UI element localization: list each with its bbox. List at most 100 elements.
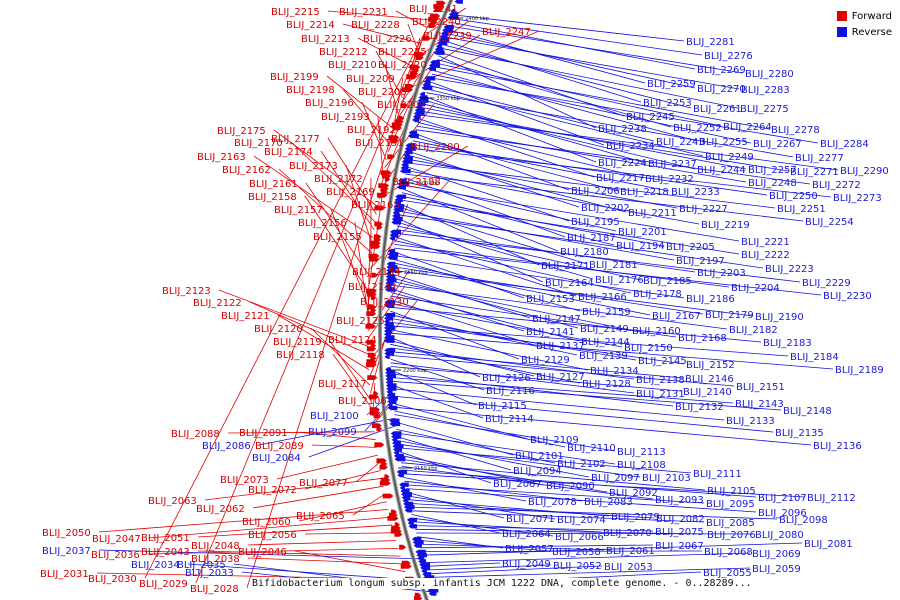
reverse-gene-label[interactable]: BLIJ_2074 bbox=[557, 515, 606, 526]
forward-gene-arrow[interactable] bbox=[369, 256, 380, 262]
reverse-gene-arrow[interactable] bbox=[396, 469, 408, 475]
reverse-gene-label[interactable]: BLIJ_2110 bbox=[567, 443, 616, 454]
reverse-gene-arrow[interactable] bbox=[421, 85, 433, 91]
reverse-gene-arrow[interactable] bbox=[385, 287, 396, 292]
forward-gene-label[interactable]: BLIJ_2154 bbox=[352, 267, 401, 278]
reverse-gene-arrow[interactable] bbox=[386, 386, 397, 391]
forward-gene-arrow[interactable] bbox=[371, 272, 378, 278]
reverse-gene-label[interactable]: BLIJ_2082 bbox=[656, 514, 705, 525]
forward-gene-label[interactable]: BLIJ_2214 bbox=[286, 20, 335, 31]
reverse-gene-label[interactable]: BLIJ_2179 bbox=[705, 310, 754, 321]
forward-gene-arrow[interactable] bbox=[422, 36, 432, 41]
reverse-gene-label[interactable]: BLIJ_2086 bbox=[202, 441, 251, 452]
reverse-gene-label[interactable]: BLIJ_2087 bbox=[493, 479, 542, 490]
forward-gene-arrow[interactable] bbox=[374, 221, 384, 227]
forward-gene-label[interactable]: BLIJ_2118 bbox=[276, 350, 325, 361]
forward-gene-label[interactable]: BLIJ_2028 bbox=[190, 584, 239, 595]
reverse-gene-label[interactable]: BLIJ_2100 bbox=[310, 411, 359, 422]
reverse-gene-label[interactable]: BLIJ_2127 bbox=[536, 372, 585, 383]
forward-gene-label[interactable]: BLIJ_2036 bbox=[91, 550, 140, 561]
reverse-gene-label[interactable]: BLIJ_2168 bbox=[678, 333, 727, 344]
reverse-gene-label[interactable]: BLIJ_2275 bbox=[740, 104, 789, 115]
reverse-gene-label[interactable]: BLIJ_2061 bbox=[606, 546, 655, 557]
reverse-gene-label[interactable]: BLIJ_2151 bbox=[736, 382, 785, 393]
forward-gene-label[interactable]: BLIJ_2209 bbox=[346, 74, 395, 85]
forward-gene-label[interactable]: BLIJ_2215 bbox=[271, 7, 320, 18]
reverse-gene-label[interactable]: BLIJ_2257 bbox=[748, 165, 797, 176]
reverse-gene-label[interactable]: BLIJ_2098 bbox=[779, 515, 828, 526]
reverse-gene-arrow[interactable] bbox=[420, 565, 431, 571]
reverse-gene-arrow[interactable] bbox=[413, 543, 422, 548]
reverse-gene-label[interactable]: BLIJ_2166 bbox=[578, 292, 627, 303]
reverse-gene-arrow[interactable] bbox=[447, 15, 459, 20]
reverse-gene-label[interactable]: BLIJ_2111 bbox=[693, 469, 742, 480]
reverse-gene-arrow[interactable] bbox=[386, 268, 396, 273]
reverse-gene-label[interactable]: BLIJ_2273 bbox=[833, 193, 882, 204]
reverse-gene-label[interactable]: BLIJ_2233 bbox=[671, 187, 720, 198]
forward-gene-label[interactable]: BLIJ_2240 bbox=[412, 17, 461, 28]
reverse-gene-label[interactable]: BLIJ_2223 bbox=[765, 264, 814, 275]
forward-gene-arrow[interactable] bbox=[400, 103, 409, 108]
forward-gene-arrow[interactable] bbox=[376, 224, 383, 230]
reverse-gene-label[interactable]: BLIJ_2059 bbox=[752, 564, 801, 575]
reverse-gene-label[interactable]: BLIJ_2245 bbox=[626, 112, 675, 123]
reverse-gene-label[interactable]: BLIJ_2037 bbox=[42, 546, 91, 557]
reverse-gene-arrow[interactable] bbox=[387, 399, 397, 404]
forward-gene-arrow[interactable] bbox=[373, 413, 381, 419]
reverse-gene-label[interactable]: BLIJ_2189 bbox=[835, 365, 884, 376]
reverse-gene-label[interactable]: BLIJ_2105 bbox=[707, 486, 756, 497]
forward-gene-label[interactable]: BLIJ_2241 bbox=[409, 4, 458, 15]
reverse-gene-label[interactable]: BLIJ_2083 bbox=[584, 497, 633, 508]
reverse-gene-label[interactable]: BLIJ_2078 bbox=[528, 497, 577, 508]
forward-gene-label[interactable]: BLIJ_2193 bbox=[321, 112, 370, 123]
reverse-gene-label[interactable]: BLIJ_2221 bbox=[741, 237, 790, 248]
forward-gene-label[interactable]: BLIJ_2172 bbox=[314, 174, 363, 185]
reverse-gene-arrow[interactable] bbox=[404, 149, 413, 155]
forward-gene-arrow[interactable] bbox=[399, 544, 407, 550]
reverse-gene-label[interactable]: BLIJ_2141 bbox=[526, 327, 575, 338]
forward-gene-label[interactable]: BLIJ_2170 bbox=[234, 138, 283, 149]
reverse-gene-label[interactable]: BLIJ_2238 bbox=[598, 124, 647, 135]
reverse-gene-arrow[interactable] bbox=[384, 303, 395, 308]
reverse-gene-arrow[interactable] bbox=[385, 280, 394, 286]
forward-gene-label[interactable]: BLIJ_2220 bbox=[378, 60, 427, 71]
gene-labels[interactable]: BLIJ_2215 BLIJ_2231 BLIJ_2241 BLIJ_2214 BLIJ… bbox=[40, 4, 889, 595]
reverse-gene-label[interactable]: BLIJ_2270 bbox=[697, 84, 746, 95]
forward-gene-label[interactable]: BLIJ_2050 bbox=[42, 528, 91, 539]
reverse-gene-arrow[interactable] bbox=[396, 184, 407, 190]
forward-gene-label[interactable]: BLIJ_2124 bbox=[328, 335, 377, 346]
forward-gene-label[interactable]: BLIJ_2157 bbox=[274, 205, 323, 216]
reverse-gene-label[interactable]: BLIJ_2184 bbox=[790, 352, 839, 363]
forward-gene-arrow[interactable] bbox=[370, 295, 377, 300]
reverse-gene-label[interactable]: BLIJ_2144 bbox=[581, 337, 630, 348]
reverse-gene-arrow[interactable] bbox=[404, 508, 413, 513]
forward-gene-label[interactable]: BLIJ_2158 bbox=[248, 192, 297, 203]
reverse-gene-label[interactable]: BLIJ_2033 bbox=[185, 568, 234, 579]
forward-gene-arrow[interactable] bbox=[379, 464, 388, 470]
reverse-gene-label[interactable]: BLIJ_2140 bbox=[683, 387, 732, 398]
forward-gene-label[interactable]: BLIJ_2196 bbox=[305, 98, 354, 109]
forward-gene-label[interactable]: BLIJ_2063 bbox=[148, 496, 197, 507]
reverse-gene-label[interactable]: BLIJ_2108 bbox=[617, 460, 666, 471]
reverse-gene-label[interactable]: BLIJ_2081 bbox=[804, 539, 853, 550]
reverse-gene-label[interactable]: BLIJ_2230 bbox=[823, 291, 872, 302]
forward-gene-label[interactable]: BLIJ_2199 bbox=[270, 72, 319, 83]
forward-gene-label[interactable]: BLIJ_2043 bbox=[141, 547, 190, 558]
reverse-gene-label[interactable]: BLIJ_2218 bbox=[620, 187, 669, 198]
reverse-gene-label[interactable]: BLIJ_2053 bbox=[604, 562, 653, 573]
reverse-gene-label[interactable]: BLIJ_2182 bbox=[729, 325, 778, 336]
reverse-gene-label[interactable]: BLIJ_2096 bbox=[758, 508, 807, 519]
reverse-gene-label[interactable]: BLIJ_2164 bbox=[545, 278, 594, 289]
reverse-gene-label[interactable]: BLIJ_2185 bbox=[643, 276, 692, 287]
reverse-gene-label[interactable]: BLIJ_2034 bbox=[131, 560, 180, 571]
forward-gene-label[interactable]: BLIJ_2122 bbox=[193, 298, 242, 309]
forward-gene-arrow[interactable] bbox=[401, 87, 413, 92]
reverse-gene-label[interactable]: BLIJ_2277 bbox=[795, 153, 844, 164]
forward-gene-label[interactable]: BLIJ_2030 bbox=[88, 574, 137, 585]
reverse-gene-label[interactable]: BLIJ_2232 bbox=[645, 174, 694, 185]
reverse-gene-label[interactable]: BLIJ_2146 bbox=[685, 374, 734, 385]
forward-gene-label[interactable]: BLIJ_2226 bbox=[363, 34, 412, 45]
forward-gene-arrow[interactable] bbox=[376, 426, 383, 432]
forward-gene-arrow[interactable] bbox=[374, 205, 386, 211]
reverse-gene-label[interactable]: BLIJ_2116 bbox=[486, 386, 535, 397]
